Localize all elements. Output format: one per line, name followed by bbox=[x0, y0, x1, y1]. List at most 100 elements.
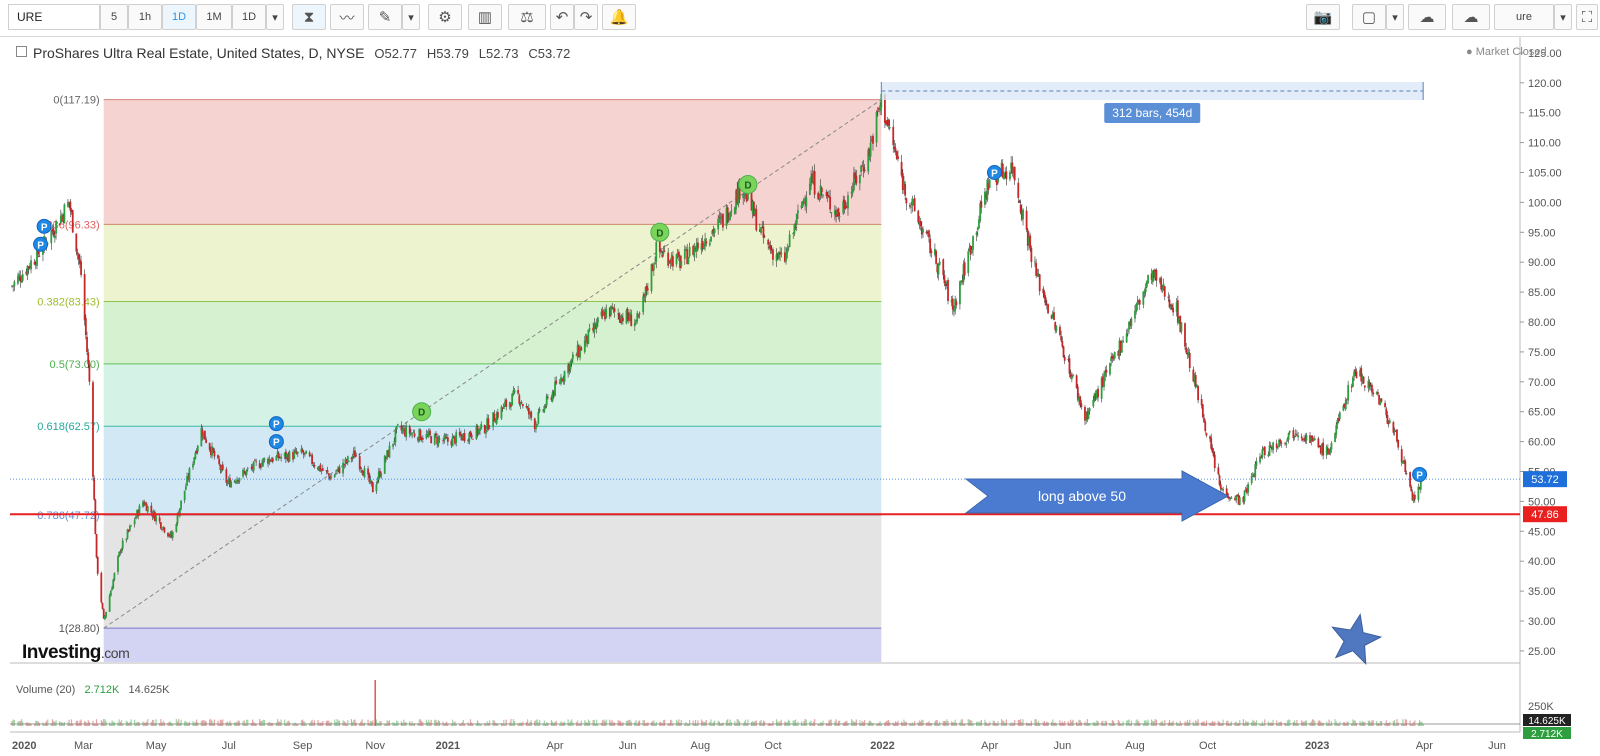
volume-bar bbox=[1396, 719, 1398, 726]
candle-body bbox=[1342, 405, 1345, 411]
volume-bar bbox=[1143, 720, 1146, 726]
candle-body bbox=[252, 461, 255, 471]
redo-icon[interactable]: ↷ bbox=[574, 4, 598, 30]
candle-body bbox=[461, 435, 464, 441]
candle-body bbox=[1267, 454, 1270, 457]
candle-body bbox=[1209, 436, 1211, 439]
interval-1m-button[interactable]: 1M bbox=[196, 4, 232, 30]
candle-body bbox=[535, 423, 537, 430]
cloud-download-icon[interactable]: ☁ bbox=[1408, 4, 1446, 30]
candle-body bbox=[1053, 312, 1055, 320]
candle-body bbox=[1105, 369, 1108, 373]
collapse-icon[interactable] bbox=[16, 46, 27, 57]
candle-body bbox=[1354, 369, 1357, 372]
candles-icon[interactable]: ⧗ bbox=[292, 4, 326, 30]
candle-body bbox=[737, 181, 740, 205]
interval-1d-button[interactable]: 1D bbox=[162, 4, 196, 30]
chevron-down-icon[interactable]: ▾ bbox=[402, 4, 420, 30]
x-tick-label: Nov bbox=[365, 740, 385, 752]
interval-1h-button[interactable]: 1h bbox=[128, 4, 162, 30]
volume-bar bbox=[1060, 722, 1062, 726]
candle-body bbox=[537, 411, 540, 424]
volume-bar bbox=[367, 719, 369, 726]
candle-body bbox=[760, 227, 762, 233]
camera-icon[interactable]: 📷 bbox=[1306, 4, 1340, 30]
candle-body bbox=[51, 228, 54, 232]
candle-body bbox=[68, 202, 71, 204]
volume-bar bbox=[550, 720, 553, 726]
candle-body bbox=[546, 396, 549, 398]
candle-body bbox=[387, 450, 390, 457]
line-chart-icon[interactable]: 〰 bbox=[330, 4, 364, 30]
volume-bar bbox=[219, 719, 222, 726]
candle-body bbox=[245, 469, 248, 475]
candle-body bbox=[1022, 209, 1024, 220]
chevron-down-icon[interactable]: ▾ bbox=[1386, 4, 1404, 30]
saved-layout-button[interactable]: ure bbox=[1494, 4, 1554, 30]
candle-body bbox=[730, 210, 733, 213]
volume-bar bbox=[1229, 722, 1231, 726]
candle-body bbox=[477, 429, 480, 434]
candle-body bbox=[11, 285, 13, 287]
candle-body bbox=[438, 438, 441, 440]
interval-5-button[interactable]: 5 bbox=[100, 4, 128, 30]
candle-body bbox=[487, 418, 490, 430]
market-status: ● Market Closed bbox=[1466, 46, 1547, 58]
candle-body bbox=[1377, 391, 1379, 395]
indicators-icon[interactable]: ▥ bbox=[468, 4, 502, 30]
candle-body bbox=[1063, 356, 1066, 361]
compare-icon[interactable]: ⚖ bbox=[508, 4, 546, 30]
candle-body bbox=[1287, 433, 1290, 440]
candle-body bbox=[505, 399, 508, 407]
candle-body bbox=[463, 433, 466, 442]
volume-bar bbox=[417, 723, 419, 726]
volume-bar bbox=[410, 723, 412, 726]
candle-body bbox=[930, 250, 933, 254]
volume-bar bbox=[1311, 719, 1314, 726]
volume-bar bbox=[120, 720, 123, 726]
volume-bar bbox=[334, 719, 336, 726]
alert-icon[interactable]: 🔔 bbox=[602, 4, 636, 30]
volume-bar bbox=[468, 723, 470, 726]
candle-body bbox=[126, 529, 129, 539]
candle-body bbox=[396, 424, 399, 426]
candle-body bbox=[554, 381, 556, 396]
fullscreen-icon[interactable]: ⛶ bbox=[1576, 4, 1598, 30]
volume-bar bbox=[937, 723, 940, 726]
candle-body bbox=[308, 452, 311, 457]
candle-body bbox=[1042, 288, 1045, 294]
candle-body bbox=[204, 430, 206, 440]
volume-bar bbox=[1029, 723, 1031, 726]
volume-bar bbox=[742, 723, 744, 726]
volume-bar bbox=[254, 722, 256, 726]
candle-body bbox=[412, 432, 415, 434]
volume-bar bbox=[587, 719, 589, 726]
volume-bar bbox=[1028, 723, 1030, 726]
candle-body bbox=[342, 462, 344, 474]
volume-bar bbox=[964, 723, 966, 726]
x-tick-label: Jun bbox=[619, 740, 637, 752]
candle-body bbox=[1312, 439, 1315, 440]
candle-body bbox=[1110, 357, 1113, 362]
volume-bar bbox=[250, 723, 252, 726]
cloud-upload-icon[interactable]: ☁ bbox=[1452, 4, 1490, 30]
candle-body bbox=[458, 431, 461, 436]
volume-bar bbox=[897, 720, 899, 726]
layout-icon[interactable]: ▢ bbox=[1352, 4, 1386, 30]
volume-bar bbox=[93, 723, 95, 726]
chevron-down-icon[interactable]: ▾ bbox=[1554, 4, 1572, 30]
chevron-down-icon[interactable]: ▾ bbox=[266, 4, 284, 30]
interval-dropdown-button[interactable]: 1D bbox=[232, 4, 266, 30]
volume-bar bbox=[946, 719, 948, 726]
gear-icon[interactable]: ⚙ bbox=[428, 4, 462, 30]
undo-icon[interactable]: ↶ bbox=[550, 4, 574, 30]
candle-body bbox=[630, 314, 633, 327]
candle-body bbox=[876, 111, 879, 112]
candle-body bbox=[697, 242, 699, 249]
draw-tools-icon[interactable]: ✎ bbox=[368, 4, 402, 30]
symbol-input[interactable]: URE bbox=[8, 4, 100, 30]
volume-bar bbox=[1352, 719, 1354, 726]
candle-body bbox=[1236, 494, 1239, 497]
y-tick-label: 85.00 bbox=[1528, 287, 1556, 299]
